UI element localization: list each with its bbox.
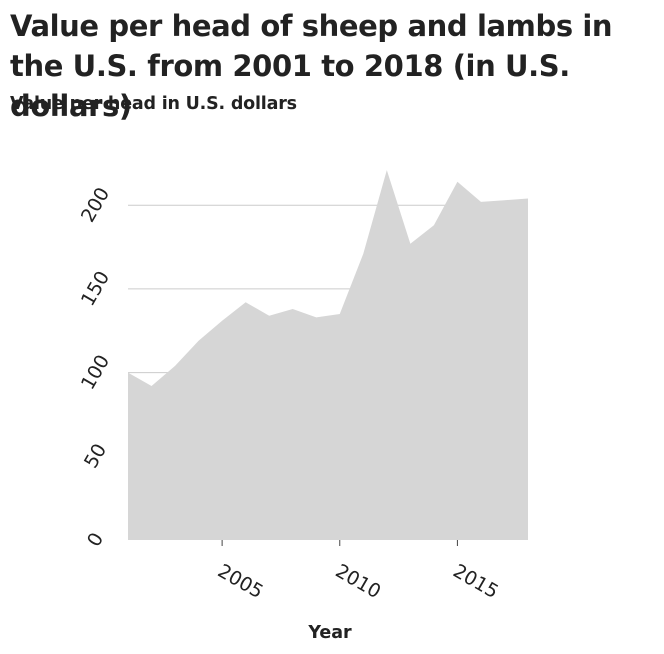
- x-tick-label: 2010: [332, 560, 385, 603]
- x-axis-ticks: 2005 2010 2015: [214, 540, 502, 603]
- y-tick-label: 200: [77, 184, 114, 226]
- y-axis-label: Value per head in U.S. dollars: [10, 94, 297, 114]
- series-area: [128, 170, 528, 540]
- y-tick-label: 0: [83, 529, 108, 550]
- chart-title: Value per head of sheep and lambs in the…: [10, 9, 613, 123]
- y-tick-label: 150: [77, 267, 114, 309]
- y-axis-ticks: 0 50 100 150 200: [77, 184, 114, 551]
- x-tick-label: 2015: [449, 560, 502, 603]
- x-tick-label: 2005: [214, 560, 267, 603]
- x-axis-label: Year: [307, 623, 352, 643]
- y-tick-label: 100: [77, 351, 114, 393]
- y-tick-label: 50: [80, 440, 111, 472]
